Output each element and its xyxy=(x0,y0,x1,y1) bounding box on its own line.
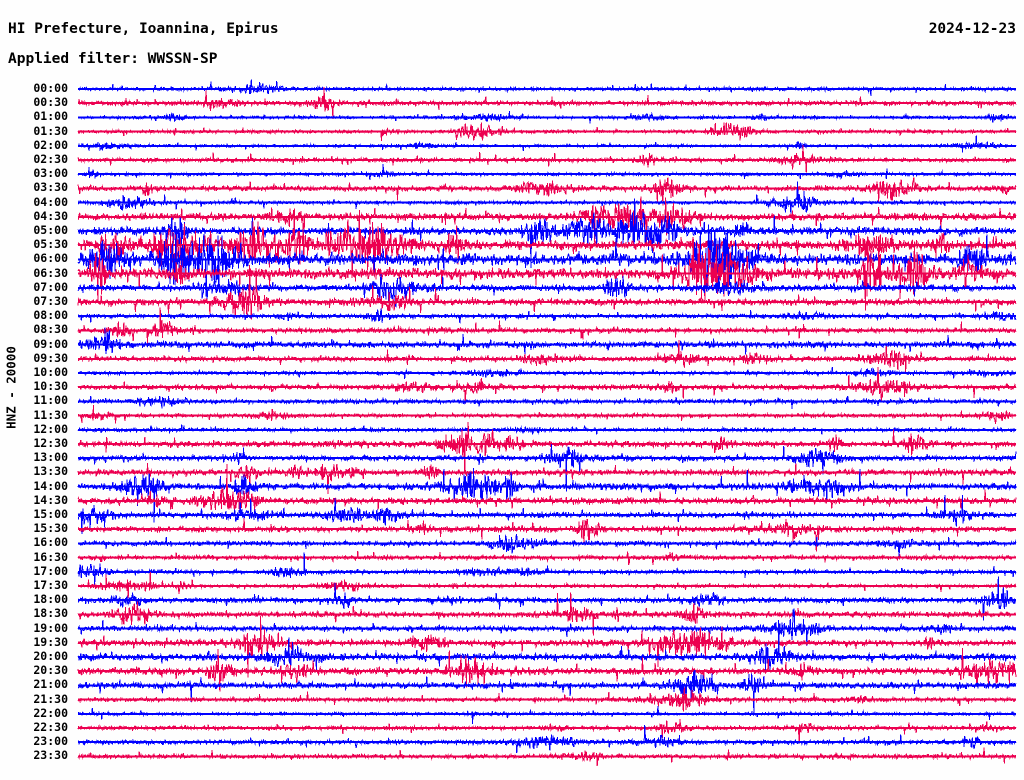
time-tick-label: 00:30 xyxy=(33,95,68,110)
time-tick-label: 03:00 xyxy=(33,166,68,181)
time-tick-label: 05:30 xyxy=(33,237,68,252)
time-tick-label: 16:00 xyxy=(33,535,68,550)
time-tick-label: 12:00 xyxy=(33,421,68,436)
time-tick-label: 21:30 xyxy=(33,691,68,706)
trace-row xyxy=(78,135,1017,153)
time-tick-label: 04:00 xyxy=(33,194,68,209)
trace-row xyxy=(77,339,1017,375)
time-tick-label: 20:30 xyxy=(33,663,68,678)
time-tick-label: 12:30 xyxy=(33,436,68,450)
time-tick-label: 19:30 xyxy=(33,634,68,649)
time-tick-label: 13:00 xyxy=(33,450,68,465)
time-tick-label: 09:00 xyxy=(33,336,68,351)
time-tick-label: 17:00 xyxy=(33,563,68,578)
trace-row xyxy=(77,518,1016,552)
time-tick-label: 18:00 xyxy=(33,592,68,607)
trace-row xyxy=(77,196,1017,247)
time-tick-label: 11:00 xyxy=(33,393,68,408)
trace-row xyxy=(77,705,1017,725)
time-tick-label: 15:30 xyxy=(33,521,68,536)
time-axis: 00:00 00:30 01:00 01:30 02:00 02:30 03:00 03:30… xyxy=(0,0,76,780)
time-tick-label: 07:00 xyxy=(33,279,68,294)
time-tick-label: 21:00 xyxy=(33,677,68,692)
time-tick-label: 22:00 xyxy=(33,705,68,720)
time-tick-label: 05:00 xyxy=(33,223,68,237)
time-tick-label: 02:30 xyxy=(33,152,68,166)
time-tick-label: 01:00 xyxy=(33,109,68,124)
time-tick-label: 17:30 xyxy=(33,578,68,592)
trace-row xyxy=(77,164,1017,181)
time-tick-label: 09:30 xyxy=(33,350,68,365)
trace-row xyxy=(77,307,1017,344)
trace-row xyxy=(77,79,1016,96)
trace-row xyxy=(77,462,1017,495)
trace-row xyxy=(77,576,1017,621)
time-tick-label: 07:30 xyxy=(33,294,68,308)
time-tick-label: 08:30 xyxy=(33,322,68,337)
time-tick-label: 15:00 xyxy=(33,507,68,521)
trace-row xyxy=(77,534,1017,560)
trace-row xyxy=(77,396,1017,410)
page-title: HI Prefecture, Ioannina, Epirus xyxy=(8,21,279,37)
time-tick-label: 06:30 xyxy=(33,265,68,280)
time-tick-label: 11:30 xyxy=(33,407,68,422)
time-tick-label: 03:30 xyxy=(33,180,68,195)
time-tick-label: 10:00 xyxy=(33,365,68,379)
trace-row xyxy=(77,443,1017,492)
time-tick-label: 16:30 xyxy=(33,549,68,564)
time-tick-label: 13:30 xyxy=(33,464,68,479)
trace-row xyxy=(77,144,1017,173)
time-tick-label: 04:30 xyxy=(33,208,68,223)
time-tick-label: 00:00 xyxy=(33,81,68,95)
time-tick-label: 23:30 xyxy=(33,748,68,763)
time-tick-label: 02:00 xyxy=(33,137,68,152)
date-label: 2024-12-23 xyxy=(928,21,1016,37)
time-tick-label: 06:00 xyxy=(33,251,68,266)
time-tick-label: 22:30 xyxy=(33,720,68,734)
trace-row xyxy=(77,405,1017,424)
time-tick-label: 19:00 xyxy=(33,620,68,635)
time-tick-label: 08:00 xyxy=(33,308,68,323)
time-tick-label: 10:30 xyxy=(33,379,68,394)
time-tick-label: 14:00 xyxy=(33,478,68,493)
time-tick-label: 18:30 xyxy=(33,606,68,621)
time-tick-label: 14:30 xyxy=(33,492,68,507)
time-tick-label: 23:00 xyxy=(33,734,68,749)
trace-row xyxy=(77,669,1017,715)
time-tick-label: 20:00 xyxy=(33,649,68,663)
trace-row xyxy=(77,725,1017,754)
time-tick-label: 01:30 xyxy=(33,123,68,138)
applied-filter-label: Applied filter: WWSSN-SP xyxy=(8,51,218,67)
